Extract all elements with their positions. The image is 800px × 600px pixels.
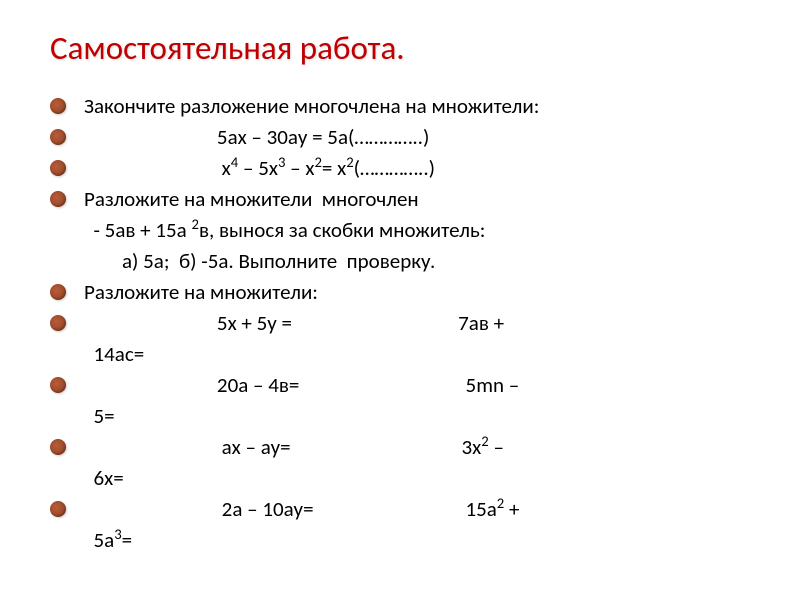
content-line: 2а – 10ау= 15а2 +	[50, 495, 750, 523]
bullet-icon	[50, 377, 66, 393]
bullet-spacer	[50, 346, 66, 362]
bullet-spacer	[50, 253, 66, 269]
content-line: 5а3=	[50, 526, 750, 554]
bullet-icon	[50, 160, 66, 176]
content-line: 14ас=	[50, 340, 750, 368]
line-text: Закончите разложение многочлена на множи…	[84, 93, 539, 119]
line-text: а) 5а; б) -5а. Выполните проверку.	[84, 248, 435, 274]
bullet-icon	[50, 501, 66, 517]
content-line: - 5ав + 15а 2в, вынося за скобки множите…	[50, 216, 750, 244]
line-text: 20а – 4в= 5mn –	[84, 372, 519, 398]
bullet-spacer	[50, 532, 66, 548]
line-text: 2а – 10ау= 15а2 +	[84, 496, 519, 522]
line-text: 5ах – 30ау = 5а(…………..)	[84, 124, 429, 150]
line-text: 6х=	[84, 465, 124, 491]
line-text: - 5ав + 15а 2в, вынося за скобки множите…	[84, 217, 485, 243]
content-line: х4 – 5х3 – х2= х2(…………..)	[50, 154, 750, 182]
content-line: 5х + 5у = 7ав +	[50, 309, 750, 337]
content-line: а) 5а; б) -5а. Выполните проверку.	[50, 247, 750, 275]
content-line: Разложите на множители:	[50, 278, 750, 306]
line-text: ах – ау= 3х2 –	[84, 434, 504, 460]
line-text: 5а3=	[84, 527, 132, 553]
content-line: 5=	[50, 402, 750, 430]
content-line: 5ах – 30ау = 5а(…………..)	[50, 123, 750, 151]
bullet-icon	[50, 191, 66, 207]
content-area: Закончите разложение многочлена на множи…	[50, 92, 750, 554]
bullet-spacer	[50, 408, 66, 424]
bullet-icon	[50, 98, 66, 114]
line-text: х4 – 5х3 – х2= х2(…………..)	[84, 155, 435, 181]
slide-title: Самостоятельная работа.	[50, 28, 750, 68]
content-line: 20а – 4в= 5mn –	[50, 371, 750, 399]
bullet-spacer	[50, 222, 66, 238]
bullet-spacer	[50, 470, 66, 486]
bullet-icon	[50, 439, 66, 455]
line-text: 5х + 5у = 7ав +	[84, 310, 509, 336]
content-line: ах – ау= 3х2 –	[50, 433, 750, 461]
bullet-icon	[50, 129, 66, 145]
content-line: Разложите на множители многочлен	[50, 185, 750, 213]
line-text: Разложите на множители:	[84, 279, 318, 305]
content-line: 6х=	[50, 464, 750, 492]
line-text: Разложите на множители многочлен	[84, 186, 419, 212]
line-text: 5=	[84, 403, 115, 429]
bullet-icon	[50, 315, 66, 331]
line-text: 14ас=	[84, 341, 144, 367]
bullet-icon	[50, 284, 66, 300]
content-line: Закончите разложение многочлена на множи…	[50, 92, 750, 120]
